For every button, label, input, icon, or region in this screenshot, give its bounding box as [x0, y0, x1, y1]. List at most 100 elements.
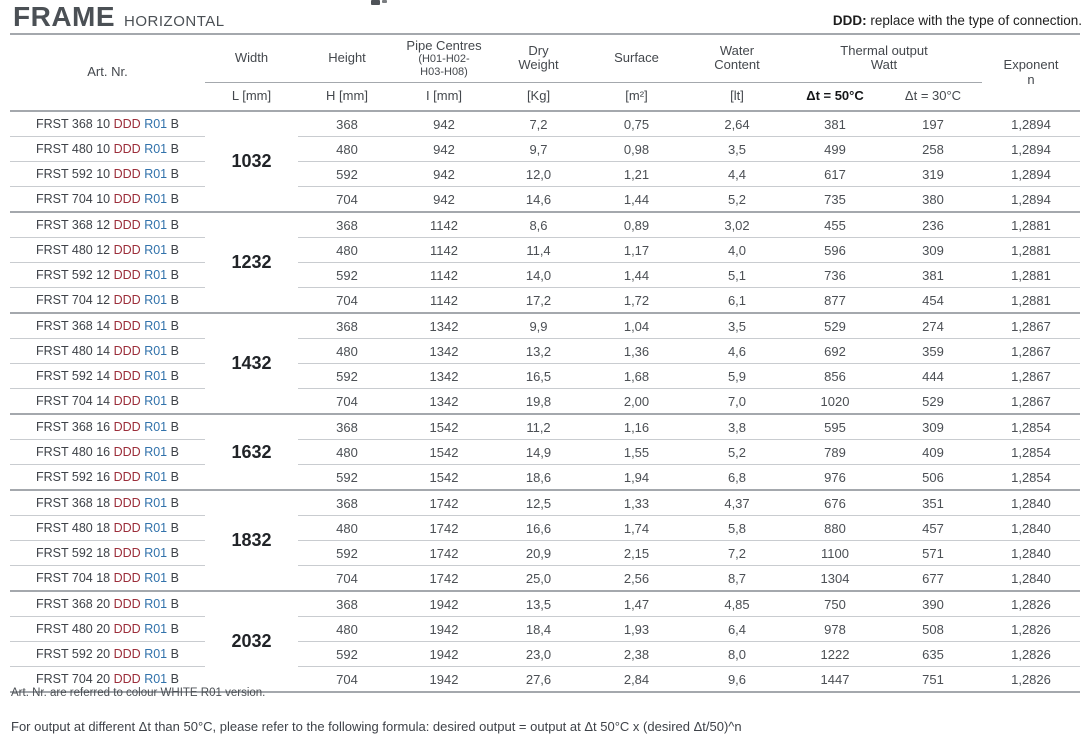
- dry-weight-cell: 8,6: [492, 212, 585, 238]
- thermal-output-dt50-cell: 381: [786, 111, 884, 137]
- thermal-output-dt50-cell: 692: [786, 338, 884, 364]
- thermal-output-dt30-cell: 571: [884, 540, 982, 566]
- art-nr-connection-code: DDD: [113, 647, 141, 661]
- height-cell: 480: [298, 439, 396, 465]
- art-nr-connection-code: DDD: [113, 369, 141, 383]
- surface-cell: 1,16: [585, 414, 688, 440]
- thermal-output-dt30-cell: 309: [884, 237, 982, 263]
- thermal-output-dt50-cell: 596: [786, 237, 884, 263]
- col-header-surface: Surface: [585, 34, 688, 83]
- height-cell: 368: [298, 414, 396, 440]
- water-content-cell: 8,7: [688, 565, 786, 592]
- exponent-cell: 1,2894: [982, 136, 1080, 162]
- pipe-centres-cell: 1942: [396, 616, 492, 642]
- surface-cell: 1,55: [585, 439, 688, 465]
- water-content-cell: 3,5: [688, 136, 786, 162]
- pipe-centres-cell: 1342: [396, 338, 492, 364]
- table-row: FRST 592 16 DDD R01 B 592 1542 18,6 1,94 6,8 9…: [10, 464, 1080, 491]
- dry-weight-cell: 9,7: [492, 136, 585, 162]
- surface-cell: 2,38: [585, 641, 688, 667]
- unit-dt-50: Δt = 50°C: [786, 82, 884, 112]
- surface-cell: 0,75: [585, 111, 688, 137]
- art-nr-connection-code: DDD: [113, 496, 141, 510]
- art-nr-prefix: FRST 704 12: [36, 293, 111, 307]
- art-nr-suffix: B: [170, 470, 179, 484]
- thermal-output-dt30-cell: 258: [884, 136, 982, 162]
- width-group-cell: 1432: [205, 313, 298, 415]
- art-nr-colour-code: R01: [144, 218, 168, 232]
- thermal-output-dt50-cell: 617: [786, 161, 884, 187]
- water-content-cell: 3,02: [688, 212, 786, 238]
- table-header: Art. Nr. Width Height Pipe Centres (H01-…: [10, 34, 1080, 112]
- pipe-centres-cell: 1942: [396, 591, 492, 617]
- col-header-exponent: Exponent n: [982, 34, 1080, 112]
- art-nr-cell: FRST 480 16 DDD R01 B: [10, 439, 205, 465]
- pipe-centres-cell: 1342: [396, 388, 492, 415]
- art-nr-prefix: FRST 592 16: [36, 470, 111, 484]
- height-cell: 368: [298, 313, 396, 339]
- surface-cell: 1,94: [585, 464, 688, 491]
- art-nr-cell: FRST 592 10 DDD R01 B: [10, 161, 205, 187]
- exponent-cell: 1,2826: [982, 591, 1080, 617]
- table-row: FRST 480 14 DDD R01 B 480 1342 13,2 1,36 4,6 6…: [10, 338, 1080, 364]
- art-nr-prefix: FRST 704 20: [36, 672, 111, 686]
- art-nr-cell: FRST 704 12 DDD R01 B: [10, 287, 205, 314]
- surface-cell: 0,89: [585, 212, 688, 238]
- art-nr-colour-code: R01: [144, 647, 168, 661]
- exponent-line1: Exponent: [1003, 56, 1059, 72]
- pipe-centres-cell: 942: [396, 136, 492, 162]
- art-nr-cell: FRST 480 12 DDD R01 B: [10, 237, 205, 263]
- surface-cell: 2,56: [585, 565, 688, 592]
- height-cell: 592: [298, 363, 396, 389]
- art-nr-suffix: B: [170, 420, 179, 434]
- thermal-output-dt30-cell: 751: [884, 666, 982, 693]
- art-nr-prefix: FRST 704 14: [36, 394, 111, 408]
- dry-weight-cell: 20,9: [492, 540, 585, 566]
- art-nr-colour-code: R01: [144, 344, 168, 358]
- exponent-line2: n: [1027, 71, 1035, 87]
- water-content-cell: 2,64: [688, 111, 786, 137]
- art-nr-cell: FRST 592 14 DDD R01 B: [10, 363, 205, 389]
- height-cell: 592: [298, 464, 396, 491]
- surface-cell: 1,17: [585, 237, 688, 263]
- thermal-output-dt50-cell: 499: [786, 136, 884, 162]
- thermal-output-dt50-cell: 735: [786, 186, 884, 213]
- table-row: FRST 368 20 DDD R01 B 2032 368 1942 13,5 1,47…: [10, 591, 1080, 693]
- art-nr-colour-code: R01: [144, 496, 168, 510]
- pipe-centres-cell: 1142: [396, 262, 492, 288]
- surface-cell: 1,93: [585, 616, 688, 642]
- water-content-cell: 4,4: [688, 161, 786, 187]
- water-content-cell: 7,0: [688, 388, 786, 415]
- dry-weight-cell: 16,6: [492, 515, 585, 541]
- water-content-line2: Content: [714, 57, 760, 73]
- col-header-height: Height: [298, 34, 396, 83]
- thermal-output-dt30-cell: 309: [884, 414, 982, 440]
- exponent-cell: 1,2840: [982, 565, 1080, 592]
- exponent-cell: 1,2894: [982, 161, 1080, 187]
- thermal-output-dt30-cell: 390: [884, 591, 982, 617]
- table-body: FRST 368 10 DDD R01 B 1032 368 942 7,2 0,75 2,…: [10, 111, 1080, 693]
- art-nr-colour-code: R01: [144, 672, 168, 686]
- art-nr-prefix: FRST 368 18: [36, 496, 111, 510]
- thermal-output-dt50-cell: 736: [786, 262, 884, 288]
- art-nr-colour-code: R01: [144, 445, 168, 459]
- art-nr-connection-code: DDD: [113, 293, 141, 307]
- height-cell: 480: [298, 616, 396, 642]
- surface-cell: 1,36: [585, 338, 688, 364]
- surface-cell: 1,47: [585, 591, 688, 617]
- dry-weight-cell: 19,8: [492, 388, 585, 415]
- thermal-output-dt30-cell: 351: [884, 490, 982, 516]
- width-group-cell: 2032: [205, 591, 298, 693]
- surface-cell: 1,21: [585, 161, 688, 187]
- art-nr-connection-code: DDD: [113, 142, 141, 156]
- art-nr-cell: FRST 480 18 DDD R01 B: [10, 515, 205, 541]
- thermal-output-dt30-cell: 359: [884, 338, 982, 364]
- exponent-cell: 1,2881: [982, 262, 1080, 288]
- art-nr-suffix: B: [170, 597, 179, 611]
- art-nr-colour-code: R01: [144, 420, 168, 434]
- art-nr-colour-code: R01: [144, 268, 168, 282]
- thermal-output-dt50-cell: 595: [786, 414, 884, 440]
- art-nr-suffix: B: [170, 496, 179, 510]
- table-row: FRST 368 18 DDD R01 B 1832 368 1742 12,5 1,33…: [10, 490, 1080, 592]
- exponent-cell: 1,2867: [982, 313, 1080, 339]
